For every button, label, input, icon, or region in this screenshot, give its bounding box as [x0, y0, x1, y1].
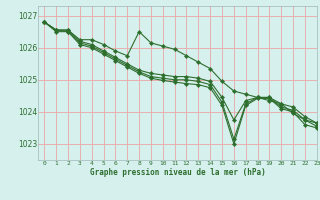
X-axis label: Graphe pression niveau de la mer (hPa): Graphe pression niveau de la mer (hPa) [90, 168, 266, 177]
